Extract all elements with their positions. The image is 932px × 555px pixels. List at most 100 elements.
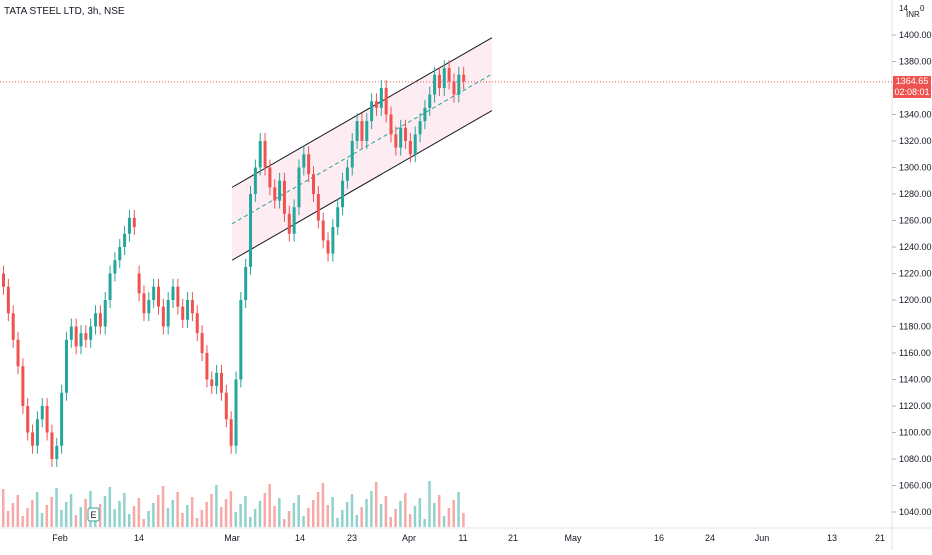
volume-bar	[190, 497, 194, 527]
symbol-title[interactable]: TATA STEEL LTD, 3h, NSE	[4, 6, 125, 17]
time-tick-label: 14	[295, 533, 305, 543]
time-tick-label: Apr	[402, 533, 416, 543]
time-tick-label: 23	[347, 533, 357, 543]
volume-bar	[394, 509, 397, 527]
volume-bar	[142, 519, 145, 527]
candle-body	[273, 187, 277, 201]
volume-bar	[152, 503, 155, 527]
candle-body	[442, 68, 446, 88]
price-tick-label: 1100.00	[899, 428, 931, 438]
volume-bar	[350, 494, 354, 527]
candle-body	[447, 68, 451, 82]
volume-bar	[282, 519, 286, 527]
candle-body	[200, 333, 204, 353]
candle-body	[278, 180, 282, 201]
volume-bar	[31, 500, 34, 527]
candle-body	[234, 379, 238, 446]
candle-body	[413, 134, 417, 155]
volume-bar	[229, 491, 233, 527]
volume-bar	[457, 492, 460, 527]
candle-body	[316, 194, 320, 221]
candle-body	[360, 121, 364, 141]
earnings-event-icon[interactable]	[87, 507, 100, 522]
volume-bar	[113, 509, 116, 527]
price-tick-label: 1160.00	[899, 348, 931, 358]
volume-bar	[60, 510, 63, 527]
candle-body	[35, 419, 39, 446]
candle-body	[268, 167, 272, 188]
volume-bar	[64, 502, 68, 527]
candle-body	[423, 107, 427, 122]
volume-bar	[423, 519, 426, 527]
volume-bar	[123, 493, 126, 527]
volume-bar	[45, 505, 49, 527]
candle-body	[31, 432, 35, 446]
candle-body	[45, 406, 49, 433]
currency-label[interactable]: INR	[906, 10, 920, 19]
volume-bar	[16, 495, 20, 527]
candle-body	[118, 247, 122, 261]
candle-body	[147, 300, 151, 314]
candle-body	[108, 273, 112, 300]
volume-bar	[21, 516, 24, 527]
candle-body	[249, 194, 253, 267]
volume-bar	[35, 492, 39, 527]
candle-body	[16, 339, 20, 367]
volume-bar	[258, 501, 262, 527]
axis-corner-label: 0	[920, 4, 925, 13]
volume-bar	[11, 503, 15, 527]
volume-bar	[69, 494, 73, 527]
candle-body	[215, 372, 219, 387]
volume-bar	[370, 491, 373, 527]
candle-body	[263, 141, 267, 168]
price-tick-label: 1200.00	[899, 295, 932, 305]
volume-bar	[273, 506, 276, 527]
time-tick-label: Mar	[224, 533, 240, 543]
candle-body	[137, 273, 141, 294]
candle-body	[244, 266, 248, 300]
volume-bar	[186, 505, 189, 527]
candle-body	[166, 300, 170, 327]
candle-body	[205, 353, 209, 380]
volume-bar	[234, 512, 237, 527]
candle-body	[142, 293, 146, 314]
candle-body	[60, 392, 64, 446]
volume-bar	[253, 509, 257, 527]
candle-body	[74, 326, 78, 347]
volume-bar	[307, 508, 310, 527]
candle-body	[11, 313, 15, 340]
candle-body	[321, 220, 325, 241]
volume-bar	[452, 500, 455, 527]
volume-bar	[292, 503, 296, 527]
candle-body	[210, 379, 214, 387]
price-tick-label: 1180.00	[899, 322, 931, 332]
volume-bar	[26, 508, 29, 527]
price-tick-label: 1060.00	[899, 481, 932, 491]
volume-bar	[287, 511, 291, 527]
volume-bar	[103, 496, 107, 527]
price-tick-label: 1240.00	[899, 242, 932, 252]
time-tick-label: 14	[134, 533, 144, 543]
volume-bar	[239, 504, 242, 527]
volume-bar	[137, 498, 141, 527]
candle-body	[462, 74, 466, 82]
volume-bar	[316, 492, 320, 527]
last-price-badge: 1364.65	[893, 76, 931, 87]
price-tick-label: 1380.00	[899, 57, 932, 67]
volume-bar	[40, 513, 44, 527]
candle-body	[355, 121, 359, 141]
candle-body	[186, 300, 190, 320]
volume-bar	[345, 502, 349, 527]
candle-body	[292, 207, 296, 234]
candle-body	[297, 167, 301, 208]
candle-body	[123, 233, 127, 247]
volume-bar	[418, 498, 422, 527]
candle-body	[6, 286, 10, 314]
candle-body	[384, 88, 388, 115]
candle-body	[84, 333, 88, 340]
volume-bar	[127, 514, 131, 527]
time-tick-label: 11	[458, 533, 467, 543]
candle-body	[408, 141, 412, 155]
